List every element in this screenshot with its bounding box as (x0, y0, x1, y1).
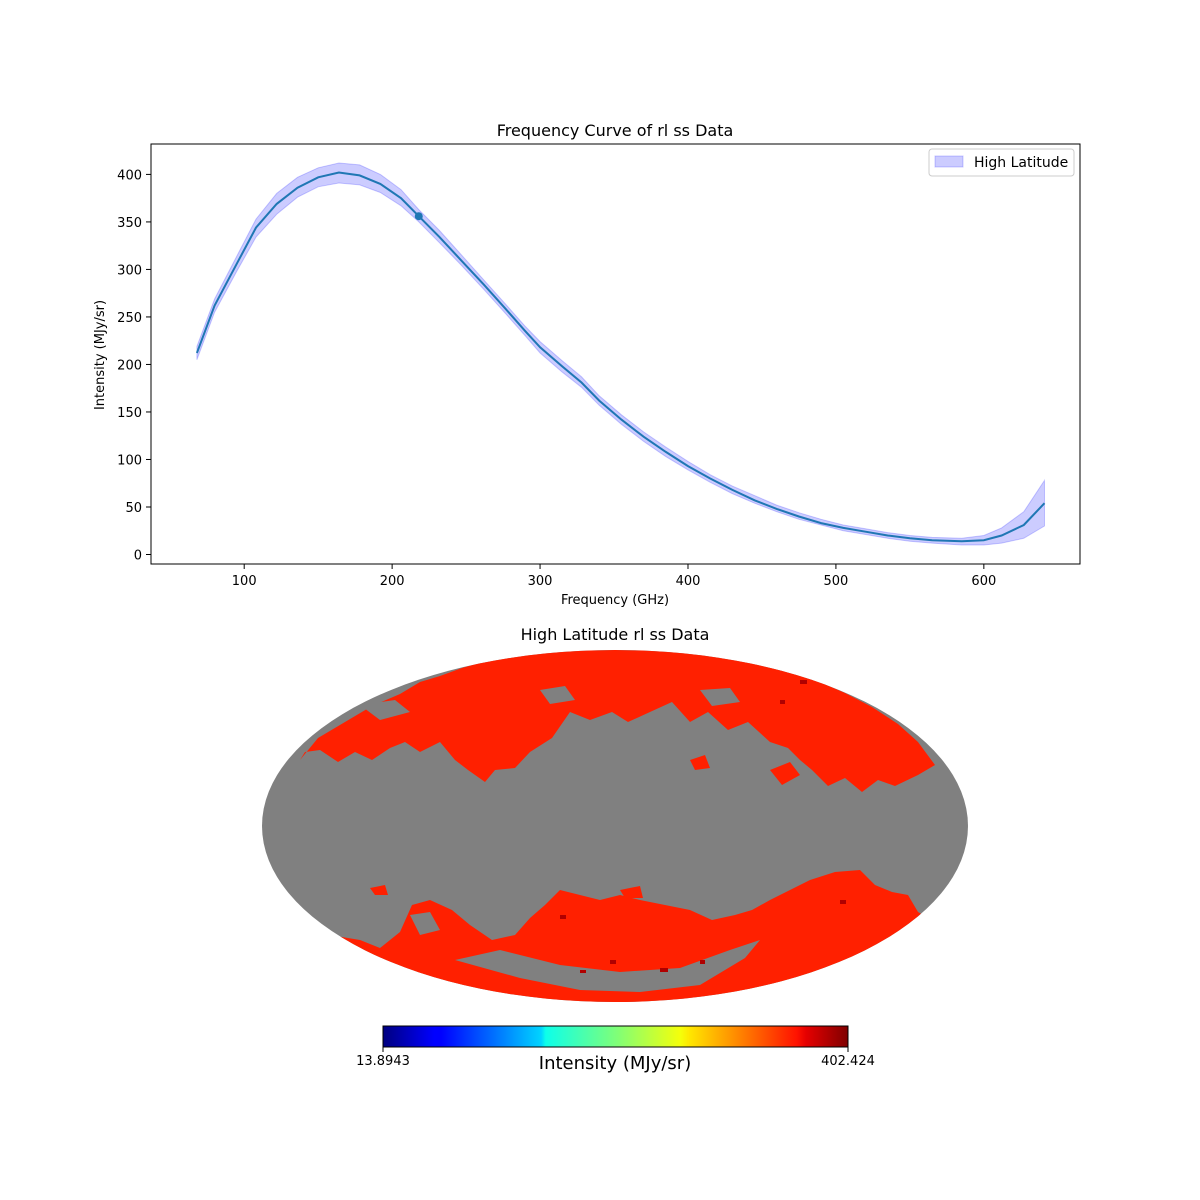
chart-title: Frequency Curve of rl ss Data (497, 121, 734, 140)
northern-high-latitude-region (300, 650, 935, 792)
y-tick-label: 100 (117, 453, 142, 468)
y-tick-label: 400 (117, 168, 142, 183)
series-line-high-latitude (195, 171, 1046, 543)
x-tick-label: 300 (528, 574, 553, 589)
y-axis-ticks: 0 50 100 150 200 250 300 350 400 (117, 168, 151, 563)
colorbar: 13.8943 402.424 Intensity (MJy/sr) (356, 1025, 875, 1074)
x-axis-label: Frequency (GHz) (561, 593, 669, 608)
frequency-curve-chart: Frequency Curve of rl ss Data 100 200 300 4… (93, 121, 1081, 608)
y-tick-label: 350 (117, 216, 142, 231)
y-tick-label: 300 (117, 263, 142, 278)
legend-box (928, 148, 1075, 177)
map-title: High Latitude rl ss Data (521, 625, 710, 644)
confidence-band (196, 162, 1045, 546)
y-tick-label: 250 (117, 311, 142, 326)
southern-high-latitude-region (330, 870, 940, 1002)
legend-swatch (934, 155, 964, 168)
map-gaps (360, 686, 760, 992)
colorbar-max-label: 402.424 (821, 1054, 875, 1069)
band-layer (196, 162, 1045, 546)
x-tick-label: 200 (380, 574, 405, 589)
x-axis-ticks: 100 200 300 400 500 600 (232, 564, 996, 589)
data-point-marker (414, 212, 423, 221)
peak-intensity-speckles (560, 680, 846, 973)
y-axis-label: Intensity (MJy/sr) (93, 300, 108, 410)
y-tick-label: 0 (134, 548, 142, 563)
colorbar-min-label: 13.8943 (356, 1054, 410, 1069)
y-tick-label: 50 (125, 501, 142, 516)
y-tick-label: 200 (117, 358, 142, 373)
plot-frame (150, 143, 1081, 565)
legend-label: High Latitude (974, 155, 1068, 171)
line-layer (195, 171, 1046, 543)
colorbar-label: Intensity (MJy/sr) (539, 1053, 691, 1074)
x-tick-label: 500 (824, 574, 849, 589)
x-tick-label: 600 (971, 574, 996, 589)
x-tick-label: 100 (232, 574, 257, 589)
mollweide-map: High Latitude rl ss Data (262, 625, 968, 1074)
x-tick-label: 400 (676, 574, 701, 589)
y-tick-label: 150 (117, 406, 142, 421)
legend: High Latitude (928, 148, 1075, 177)
colorbar-gradient (382, 1025, 849, 1048)
